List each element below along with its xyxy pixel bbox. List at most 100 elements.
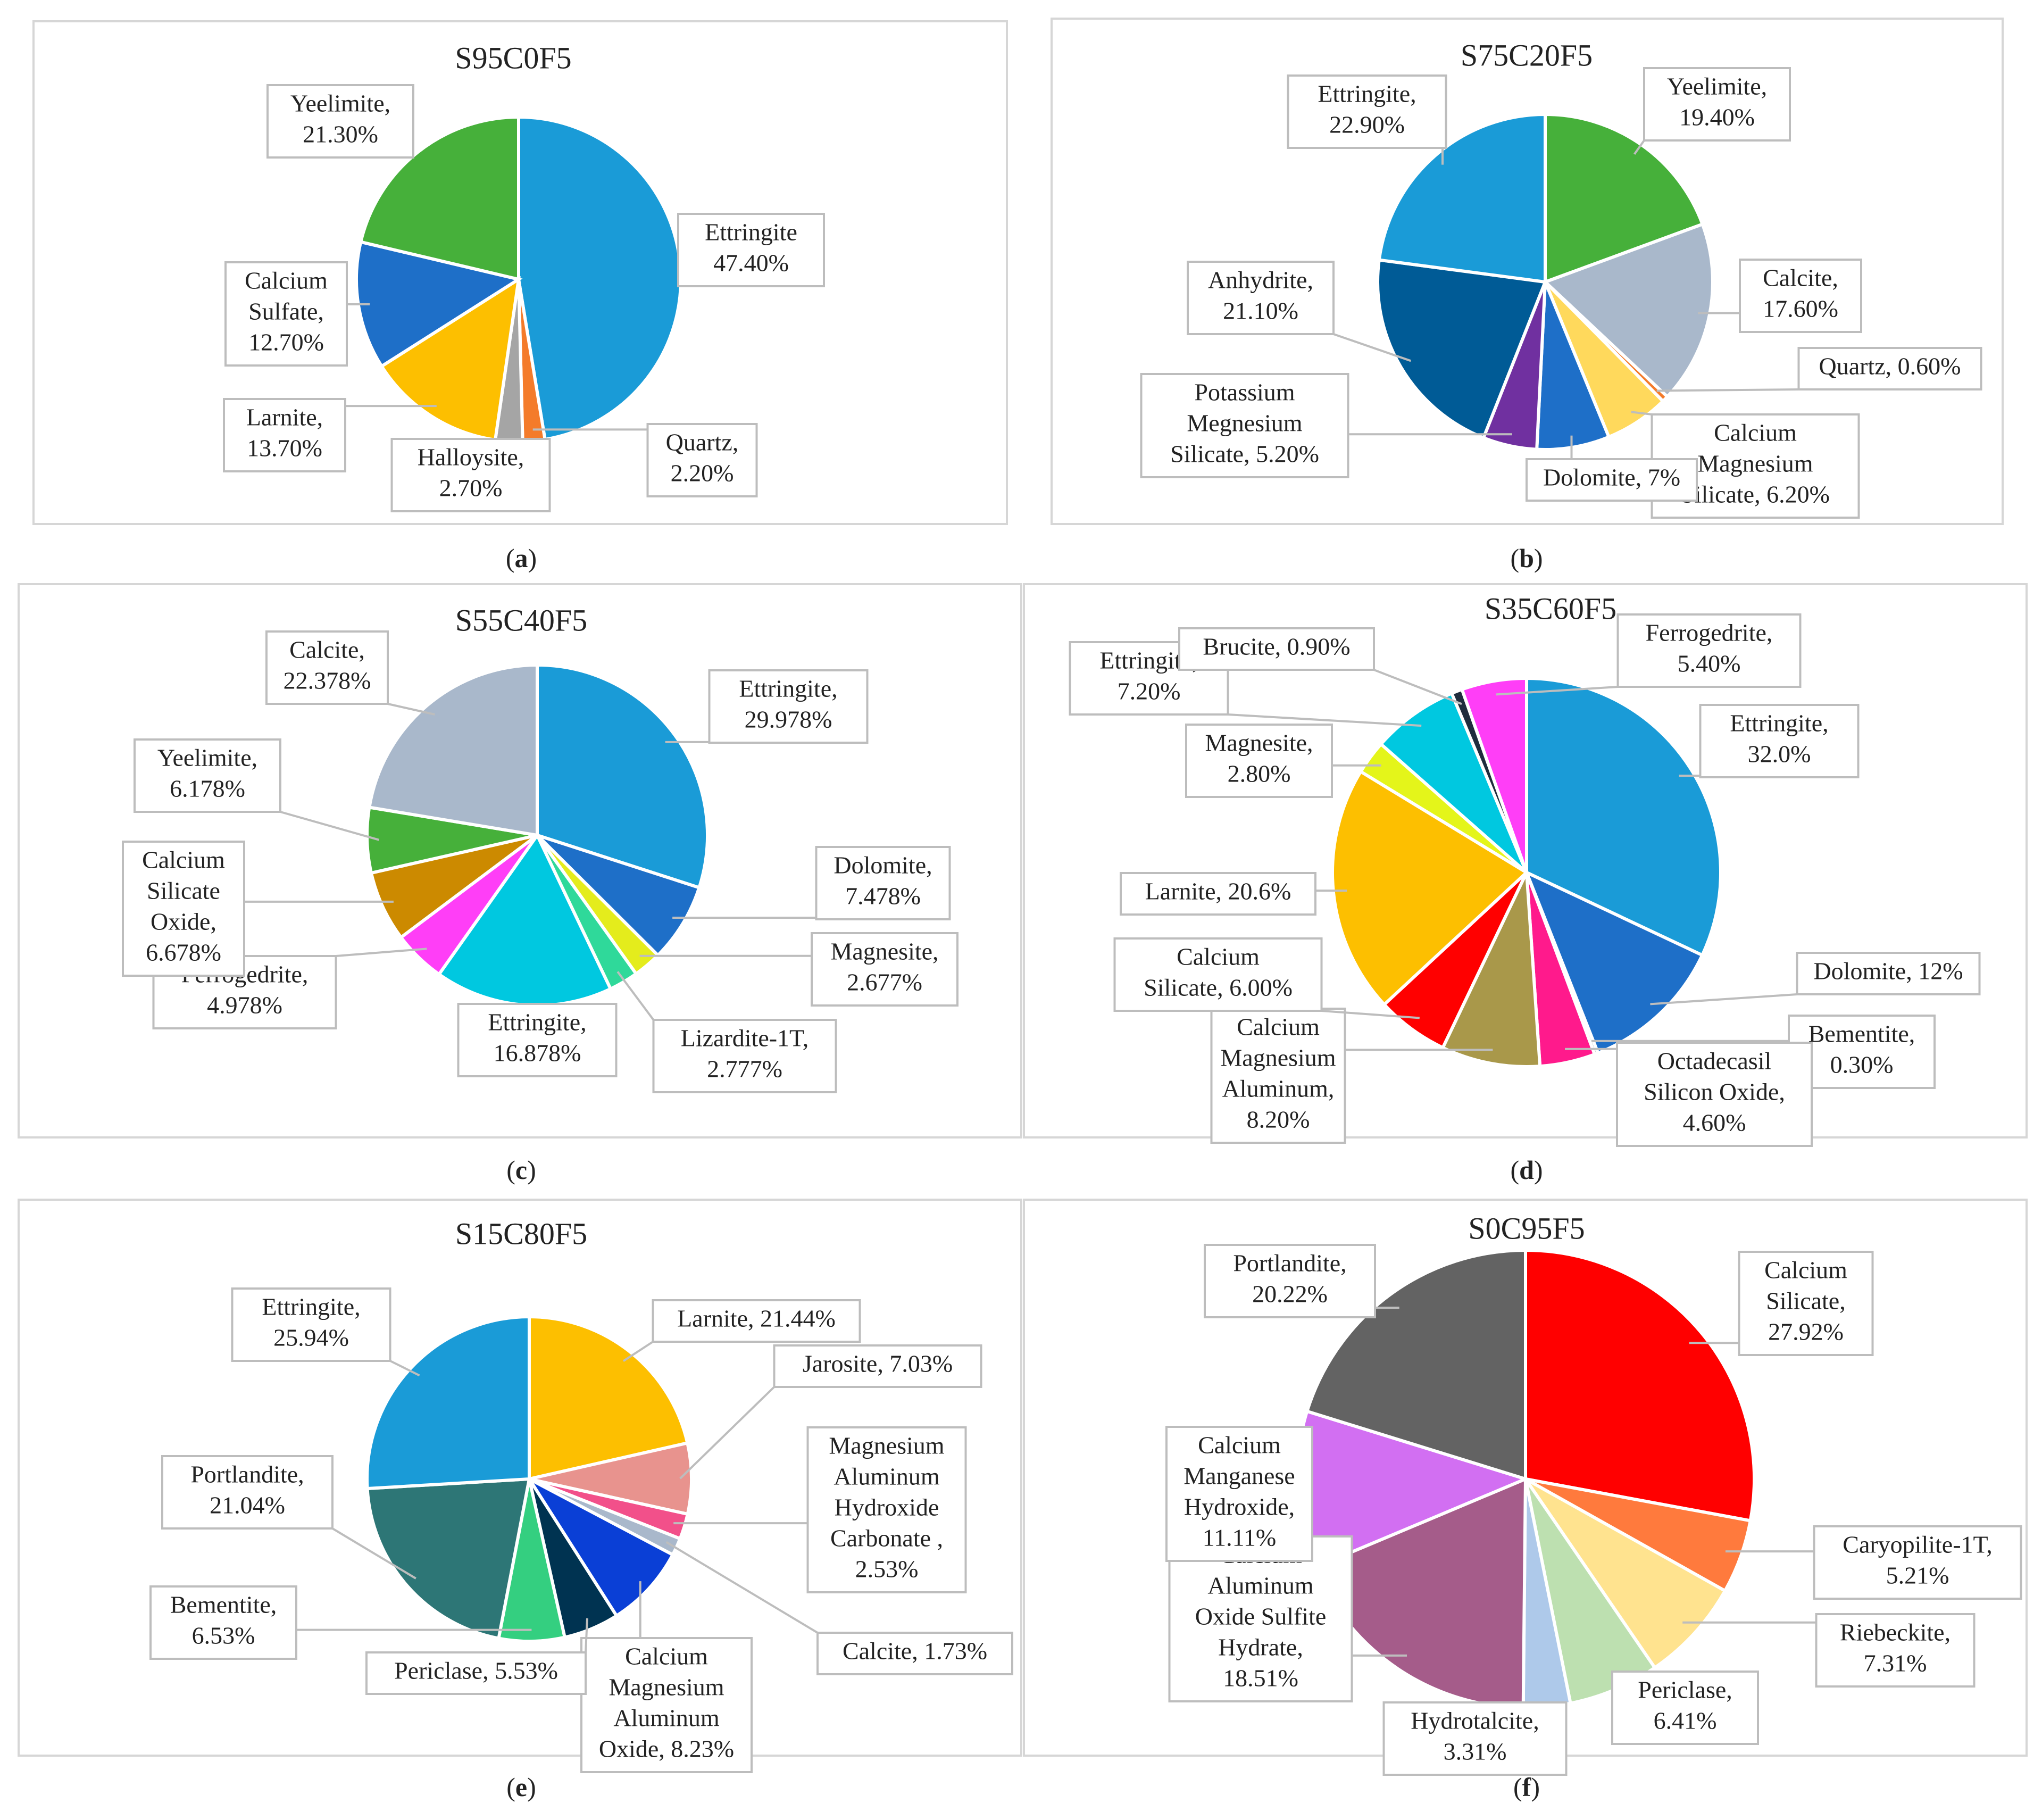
data-label-text: 5.40% — [1678, 650, 1741, 677]
data-label: Yeelimite, 6.178% — [134, 738, 281, 813]
data-label-text: Riebeckite, — [1840, 1619, 1951, 1646]
panel-caption: (b) — [1510, 543, 1543, 573]
data-label-text: Magnesium — [1697, 450, 1813, 477]
data-label-text: 21.04% — [210, 1492, 285, 1519]
data-label: Halloysite, 2.70% — [390, 438, 551, 512]
pie-slice-larnite-21-44 — [528, 1315, 689, 1481]
data-label-text: Quartz, — [666, 429, 739, 456]
leader-line — [679, 1386, 775, 1480]
pie-panel-a: S95C0F5 (a) Ettringite 47.40% Quartz, 2.20% Ha… — [32, 20, 1008, 573]
pie-slice-calcium — [1524, 1248, 1756, 1523]
pie-slices — [354, 115, 682, 443]
data-label-text: Yeelimite, — [290, 90, 390, 117]
data-label-text: Calcite, — [1763, 264, 1838, 292]
data-label-text: 4.60% — [1683, 1109, 1746, 1136]
leader-line — [1633, 139, 1645, 155]
data-label-text: Magnesite, — [830, 938, 938, 965]
data-label-text: 25.94% — [273, 1324, 349, 1351]
leader-line — [336, 948, 427, 957]
pie-slice-dolomite-7 — [1535, 281, 1611, 451]
data-label-text: Yeelimite, — [157, 744, 257, 771]
pie-slice-ettringite — [1378, 691, 1528, 874]
data-label-box — [161, 1455, 334, 1530]
pie-slice-calcium — [369, 834, 538, 940]
data-label-text: 3.31% — [1444, 1738, 1507, 1765]
data-label: Calcium Silicate, 6.00% — [1113, 937, 1323, 1012]
data-label-box — [1739, 259, 1862, 333]
panel-caption: (c) — [506, 1155, 536, 1185]
data-label: Dolomite, 12% — [1796, 952, 1981, 995]
data-label-box — [1120, 872, 1316, 916]
data-label-text: 22.378% — [284, 667, 371, 694]
data-label: Larnite, 21.44% — [652, 1299, 861, 1343]
data-label-text: 7.20% — [1118, 678, 1181, 705]
data-label-text: 6.53% — [192, 1622, 255, 1649]
data-label-text: Dolomite, — [834, 852, 932, 879]
data-label-text: Jarosite, 7.03% — [803, 1350, 953, 1377]
data-label-text: Dolomite, 7% — [1543, 464, 1680, 491]
pie-slice-ettringite — [1525, 676, 1722, 958]
data-label-text: Magnesium — [609, 1674, 724, 1701]
data-label: Portlandite, 20.22% — [1204, 1244, 1376, 1318]
data-label-text: Lizardite-1T, — [681, 1025, 809, 1052]
pie-slice-calcium — [354, 240, 523, 369]
data-label: Periclase, 5.53% — [365, 1651, 587, 1695]
data-label-box — [365, 1651, 587, 1695]
panel-letter: e — [515, 1772, 527, 1802]
data-label-text: Periclase, — [1638, 1676, 1732, 1703]
data-label: Ferrogedrite, 5.40% — [1616, 613, 1802, 688]
data-label-text: Manganese — [1183, 1462, 1295, 1490]
data-label-text: 6.41% — [1654, 1707, 1717, 1734]
pie-slices — [365, 663, 709, 1007]
data-label: Calcite, 1.73% — [816, 1632, 1013, 1675]
data-label-text: 2.70% — [439, 475, 503, 502]
data-label-text: Hydroxide, — [1184, 1493, 1295, 1520]
data-label: Ettringite 47.40% — [677, 213, 825, 287]
data-label-text: Caryopilite-1T, — [1843, 1531, 1992, 1558]
data-label-box — [231, 1287, 391, 1362]
data-label-text: Larnite, — [246, 404, 323, 431]
leader-line — [331, 1527, 416, 1580]
pie-slice-calcite — [1542, 222, 1714, 399]
data-label-text: Larnite, 20.6% — [1145, 878, 1291, 905]
data-label-text: Calcium — [1764, 1257, 1847, 1284]
data-label: Ettringite, 32.0% — [1699, 704, 1860, 778]
data-label: Potassium Megnesium Silicate, 5.20% — [1140, 373, 1349, 478]
pie-slices — [365, 1315, 693, 1643]
data-label: Ettringite, 22.90% — [1287, 74, 1447, 149]
panel-letter: b — [1519, 543, 1534, 573]
panel-caption: (d) — [1510, 1155, 1543, 1185]
data-label-text: 16.878% — [494, 1040, 581, 1067]
data-label-text: 5.21% — [1886, 1562, 1949, 1589]
data-label-box — [1140, 373, 1349, 478]
data-label: Riebeckite, 7.31% — [1815, 1613, 1976, 1688]
pie-panel-f: S0C95F5 (f) Calcium Silicate, 27.92% Caryopil… — [1023, 1199, 2028, 1802]
data-label-text: Megnesium — [1187, 410, 1302, 437]
data-label-box — [646, 423, 758, 497]
data-label-box — [224, 261, 348, 367]
data-label-box — [652, 1019, 837, 1093]
data-label-box — [457, 1003, 618, 1077]
data-label: Yeelimite, 19.40% — [1643, 67, 1791, 142]
pie-slices — [1331, 676, 1722, 1068]
data-label-box — [1204, 1244, 1376, 1318]
data-label-box — [1813, 1525, 2022, 1600]
data-label: Quartz, 2.20% — [646, 423, 758, 497]
data-label-text: 32.0% — [1748, 741, 1811, 768]
data-label-text: 7.478% — [845, 883, 921, 910]
data-label-box — [677, 213, 825, 287]
leader-line — [1333, 333, 1412, 362]
data-label-text: Potassium — [1194, 379, 1295, 406]
data-label-box — [580, 1637, 753, 1773]
data-label: Portlandite, 21.04% — [161, 1455, 334, 1530]
data-label-text: Yeelimite, — [1667, 73, 1767, 100]
data-label: Larnite, 20.6% — [1120, 872, 1316, 916]
data-label-text: 2.777% — [707, 1056, 782, 1083]
data-label-text: Calcite, — [289, 636, 365, 663]
data-label: Larnite, 13.70% — [223, 398, 346, 472]
leader-line — [1650, 993, 1797, 1005]
leader-line — [280, 811, 380, 841]
data-label-box — [149, 1585, 297, 1660]
data-label-text: 13.70% — [247, 435, 322, 462]
